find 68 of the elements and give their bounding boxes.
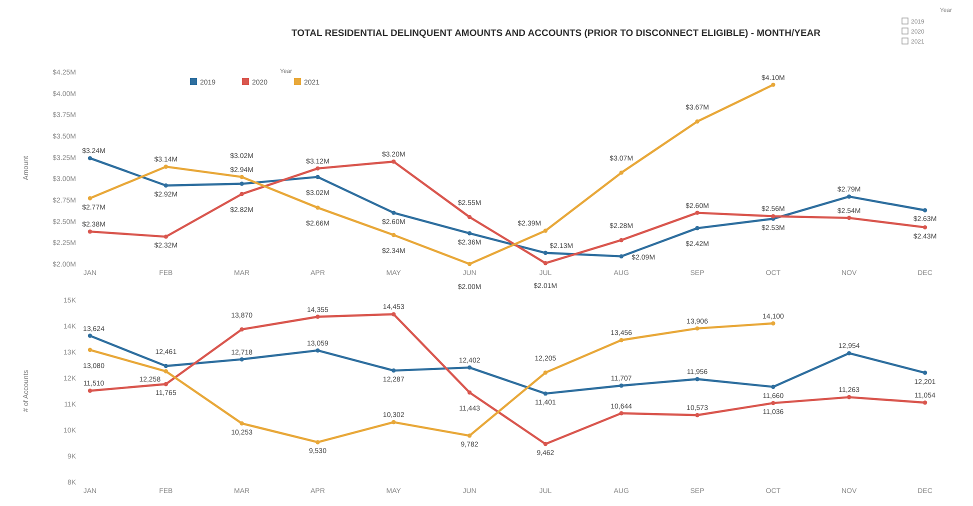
point (88, 388, 92, 393)
point (392, 210, 396, 215)
point (543, 228, 548, 233)
point (240, 182, 244, 186)
point (240, 192, 244, 196)
point (771, 214, 776, 218)
point (619, 338, 624, 342)
point (922, 208, 928, 212)
point (467, 262, 472, 266)
point (619, 411, 624, 416)
point (392, 420, 396, 424)
point (88, 229, 92, 234)
point (240, 327, 244, 332)
point (88, 334, 92, 338)
point (695, 210, 700, 215)
point (467, 365, 472, 370)
point (164, 183, 168, 188)
point (316, 206, 320, 210)
point (695, 226, 700, 230)
point (164, 382, 168, 386)
chart-title: TOTAL RESIDENTIAL DELINQUENT AMOUNTS AND ACCOUNTS (PRIOR TO DISCONNECT ELIGIBLE) - MONTH/YEAR (291, 28, 821, 39)
point (164, 164, 168, 169)
point (846, 395, 852, 400)
point (316, 314, 320, 319)
point (619, 238, 624, 242)
point (316, 348, 320, 353)
point (240, 174, 244, 180)
point (695, 119, 700, 124)
point (695, 326, 700, 331)
point (392, 232, 396, 238)
point (846, 216, 852, 220)
point (543, 250, 548, 256)
point (467, 214, 472, 220)
point (240, 357, 244, 362)
point (771, 82, 776, 87)
point (619, 384, 624, 388)
point (392, 312, 396, 316)
point (392, 159, 396, 164)
point (543, 370, 548, 375)
point (619, 170, 624, 175)
point (88, 156, 92, 160)
point (846, 351, 852, 356)
point (164, 234, 168, 239)
point (922, 400, 928, 405)
point (922, 370, 928, 375)
point (240, 421, 244, 426)
point (392, 368, 396, 373)
point (619, 254, 624, 258)
point (467, 390, 472, 395)
point (467, 434, 472, 438)
point (164, 369, 168, 374)
point (543, 442, 548, 446)
point (164, 364, 168, 368)
point (467, 231, 472, 236)
point (316, 166, 320, 171)
point (88, 348, 92, 352)
point (695, 377, 700, 382)
point (88, 196, 92, 200)
point (922, 225, 928, 230)
point (543, 261, 548, 266)
point (316, 174, 320, 180)
point (771, 384, 776, 389)
point (695, 412, 700, 418)
point (543, 391, 548, 396)
point (846, 194, 852, 199)
point (771, 321, 776, 326)
point (771, 400, 776, 406)
point (316, 440, 320, 444)
